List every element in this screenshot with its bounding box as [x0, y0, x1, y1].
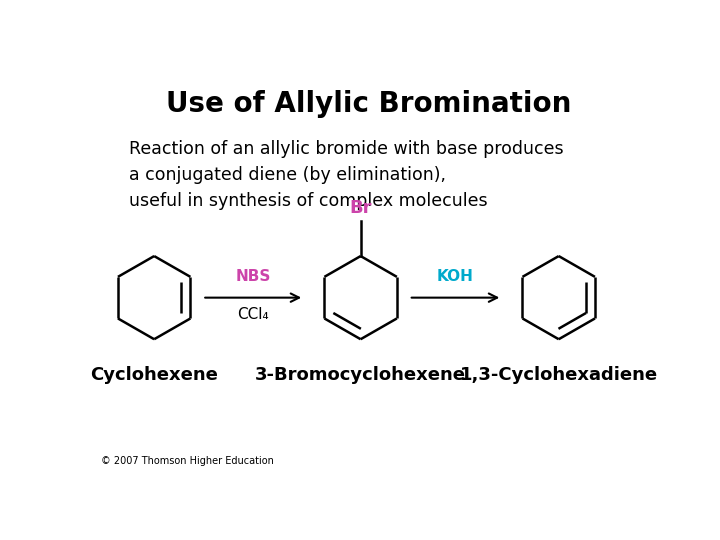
Text: 3-Bromocyclohexene: 3-Bromocyclohexene [255, 366, 466, 384]
Text: KOH: KOH [437, 269, 474, 284]
Text: 1,3-Cyclohexadiene: 1,3-Cyclohexadiene [459, 366, 658, 384]
Text: Reaction of an allylic bromide with base produces
a conjugated diene (by elimina: Reaction of an allylic bromide with base… [129, 140, 564, 211]
Text: NBS: NBS [235, 269, 271, 284]
Text: Cyclohexene: Cyclohexene [90, 366, 218, 384]
Text: © 2007 Thomson Higher Education: © 2007 Thomson Higher Education [101, 456, 274, 466]
Text: CCl₄: CCl₄ [238, 307, 269, 322]
Text: Use of Allylic Bromination: Use of Allylic Bromination [166, 90, 572, 118]
Text: Br: Br [349, 199, 372, 217]
